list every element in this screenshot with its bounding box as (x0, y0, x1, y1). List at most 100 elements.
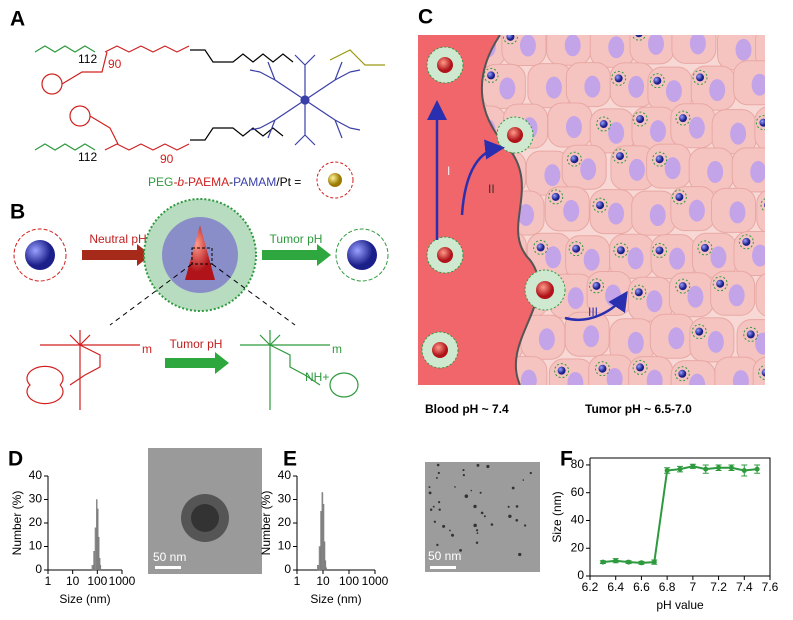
released-particle (697, 240, 713, 256)
tem-dot (470, 489, 473, 492)
nucleus (499, 77, 516, 100)
nucleus (567, 371, 584, 385)
nucleus (608, 36, 625, 59)
arrow (262, 244, 331, 266)
y-tick-label: 20 (571, 540, 585, 554)
tem-dot (522, 479, 525, 481)
tem-dot (476, 532, 479, 535)
nucleus (584, 75, 601, 98)
nucleus (519, 35, 536, 57)
cell (752, 356, 765, 385)
histogram-bar (99, 565, 102, 571)
zoom-line (109, 263, 296, 326)
released-particle (743, 326, 759, 342)
released-particle (594, 361, 610, 377)
nucleus (649, 120, 666, 143)
released-particle (674, 366, 690, 382)
route-arrow (460, 139, 505, 216)
panel-label: A (10, 8, 25, 31)
tem-dot (511, 486, 515, 490)
released-particle (782, 70, 793, 84)
y-tick-label: 60 (571, 485, 585, 499)
tem-dot (462, 469, 465, 472)
released-particle-core (557, 366, 566, 375)
nanoparticle (335, 228, 389, 282)
y-tick-label: 10 (278, 539, 292, 553)
nucleus (665, 80, 682, 103)
chemical-structure (26, 330, 359, 410)
nucleus (710, 246, 727, 269)
histogram-bar (318, 546, 321, 571)
tem-dot (438, 508, 441, 511)
released-particle (760, 198, 765, 212)
cell (775, 232, 793, 276)
nucleus (707, 160, 724, 183)
route-arrow (564, 290, 628, 321)
ph-label: Tumor pH ~ 6.5-7.0 (585, 402, 692, 416)
released-particle (780, 236, 793, 250)
y-tick-label: 0 (577, 568, 584, 582)
nucleus (707, 330, 724, 353)
x-tick-label: 6.2 (582, 580, 599, 594)
y-tick-label: 30 (278, 492, 292, 506)
released-particle (632, 359, 648, 375)
y-tick-label: 80 (571, 457, 585, 471)
point (754, 466, 760, 472)
nucleus (567, 287, 584, 310)
released-particle-core (742, 237, 751, 246)
released-particle (652, 151, 668, 167)
tem-dot (483, 515, 486, 518)
y-tick-label: 20 (278, 515, 292, 529)
nucleus (771, 370, 787, 392)
subscript: 112 (78, 150, 97, 164)
nucleus (646, 369, 663, 385)
polymer-structure (34, 45, 385, 151)
x-axis-title: Size (nm) (59, 592, 110, 606)
scale-bar-label: 50 nm (428, 549, 461, 563)
released-particle (502, 35, 518, 45)
tem-dot (515, 505, 519, 508)
released-particle-core (700, 243, 709, 252)
y-tick-label: 30 (29, 492, 43, 506)
x-tick-label: 7.2 (710, 580, 727, 594)
released-particle-core (599, 120, 608, 129)
released-particle (566, 151, 582, 167)
vessel-wall (480, 35, 540, 385)
x-tick-label: 6.8 (659, 580, 676, 594)
released-particle-core (551, 192, 560, 201)
tem-dot (437, 501, 441, 504)
point (716, 465, 722, 471)
released-particle-core (783, 239, 791, 247)
point (638, 560, 644, 566)
tem-dot (435, 476, 438, 479)
released-particle (758, 365, 765, 381)
nucleus (565, 116, 582, 139)
histogram-bar (325, 567, 327, 571)
x-tick-label: 7.4 (736, 580, 753, 594)
nucleus (580, 158, 597, 181)
released-particle-core (675, 193, 684, 202)
panel-label: C (418, 6, 433, 29)
released-particle (692, 69, 708, 85)
tem-dot (464, 494, 469, 498)
released-particle (596, 116, 612, 132)
released-particle-core (759, 118, 765, 127)
nucleus (608, 202, 625, 225)
released-particle (554, 363, 570, 379)
histogram-bar (320, 511, 322, 571)
point (741, 467, 747, 473)
released-particle (632, 111, 648, 127)
released-particle-core (592, 281, 601, 290)
tem-dot (428, 486, 431, 489)
histogram-bar (323, 541, 326, 571)
released-particle-core (536, 243, 545, 252)
tem-dot (436, 463, 440, 467)
released-particle-core (487, 71, 496, 80)
panel-label: D (8, 448, 23, 471)
panel-label: E (283, 448, 297, 471)
nucleus (518, 203, 535, 226)
histogram-bar (96, 499, 98, 571)
released-particle (738, 234, 754, 250)
arrow-label: Tumor pH (170, 337, 223, 351)
